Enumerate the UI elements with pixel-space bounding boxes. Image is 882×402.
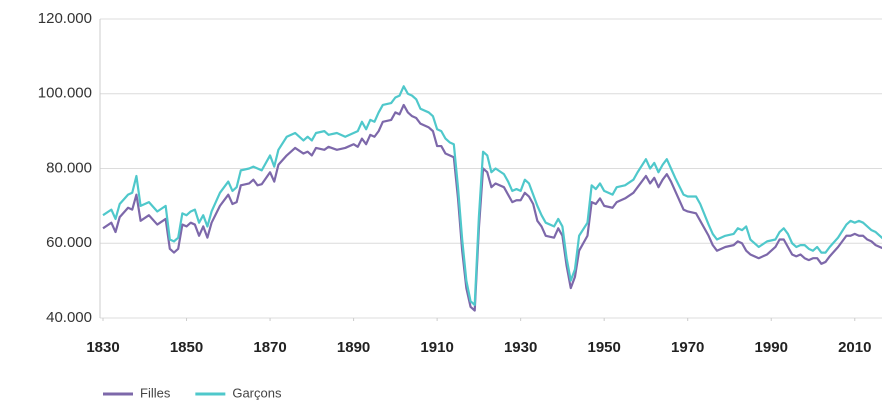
x-tick-label: 1990 <box>755 339 788 356</box>
y-tick-label: 40.000 <box>46 309 92 326</box>
x-tick-label: 1970 <box>671 339 704 356</box>
legend-label: Filles <box>140 385 171 400</box>
y-tick-label: 120.000 <box>38 10 92 27</box>
x-tick-label: 1830 <box>86 339 119 356</box>
x-tick-label: 1950 <box>587 339 620 356</box>
x-tick-label: 1910 <box>420 339 453 356</box>
x-tick-label: 1890 <box>337 339 370 356</box>
x-tick-label: 1930 <box>504 339 537 356</box>
line-series <box>102 85 882 307</box>
line-series <box>102 103 882 312</box>
y-tick-label: 80.000 <box>46 159 92 176</box>
x-tick-label: 2010 <box>838 339 871 356</box>
y-tick-label: 100.000 <box>38 85 92 102</box>
legend-label: Garçons <box>232 385 282 400</box>
y-tick-label: 60.000 <box>46 234 92 251</box>
x-tick-label: 1850 <box>170 339 203 356</box>
x-tick-label: 1870 <box>253 339 286 356</box>
